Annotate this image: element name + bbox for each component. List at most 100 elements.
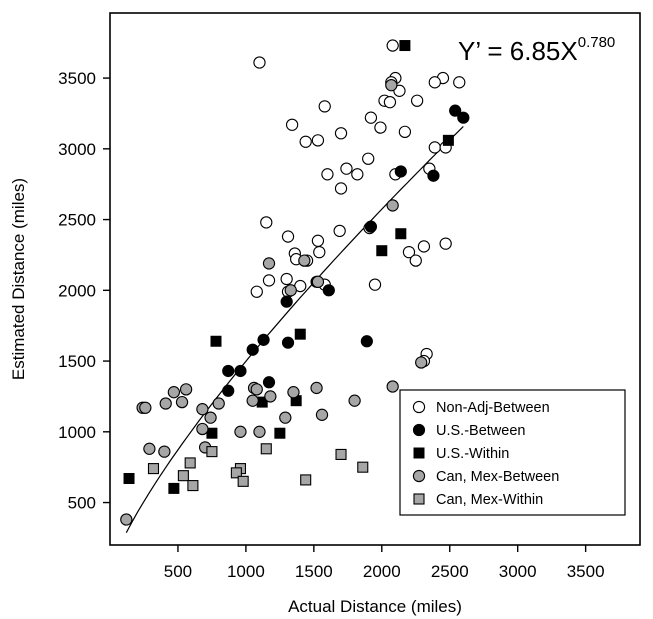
point-can-mex-within <box>300 474 312 486</box>
point-can-mex-between <box>246 394 259 407</box>
point-u-s-between <box>457 111 470 124</box>
y-tick-label: 1000 <box>58 423 96 442</box>
y-tick-label: 2500 <box>58 211 96 230</box>
data-points <box>120 39 470 526</box>
equation-annotation: Y’ = 6.85X0.780 <box>458 34 615 66</box>
point-u-s-between <box>262 376 276 389</box>
point-non-adj-between <box>368 278 382 291</box>
point-u-s-between <box>394 165 407 178</box>
legend-marker <box>413 447 425 459</box>
point-non-adj-between <box>428 141 441 154</box>
point-can-mex-between <box>143 442 156 455</box>
legend-marker <box>412 423 426 437</box>
y-tick-label: 3500 <box>58 69 96 88</box>
legend-box <box>399 389 626 516</box>
x-tick-label: 1500 <box>295 562 333 581</box>
power-fit-line <box>125 126 464 533</box>
point-can-mex-between <box>139 401 152 414</box>
point-can-mex-between <box>279 411 292 424</box>
point-can-mex-between <box>204 411 217 424</box>
point-u-s-between <box>246 343 259 356</box>
legend-label: U.S.-Within <box>436 446 509 462</box>
y-tick-label: 2000 <box>58 281 96 300</box>
point-non-adj-between <box>280 272 293 286</box>
point-u-s-between <box>360 335 373 348</box>
point-non-adj-between <box>311 134 325 147</box>
point-non-adj-between <box>362 152 375 165</box>
point-can-mex-between <box>120 513 133 526</box>
point-can-mex-between <box>212 397 225 410</box>
point-non-adj-between <box>383 95 397 109</box>
point-can-mex-between <box>158 445 171 458</box>
point-u-s-between <box>427 169 440 182</box>
point-can-mex-between <box>311 275 325 288</box>
y-tick-label: 500 <box>68 494 96 513</box>
point-u-s-between <box>281 336 295 349</box>
point-can-mex-within <box>230 467 242 479</box>
point-can-mex-between <box>284 284 297 297</box>
point-u-s-within <box>274 427 286 439</box>
point-non-adj-between <box>410 94 424 107</box>
point-u-s-within <box>168 482 180 494</box>
point-can-mex-between <box>310 381 323 395</box>
point-non-adj-between <box>299 135 312 148</box>
point-can-mex-between <box>415 356 428 369</box>
point-can-mex-between <box>348 394 361 407</box>
point-non-adj-between <box>260 216 273 229</box>
point-u-s-within <box>399 40 411 52</box>
point-u-s-between <box>222 364 235 378</box>
legend-marker <box>413 493 425 505</box>
point-non-adj-between <box>417 240 431 253</box>
point-u-s-between <box>449 104 462 117</box>
point-can-mex-between <box>385 79 398 92</box>
x-tick-label: 1000 <box>227 562 265 581</box>
point-can-mex-between <box>264 390 277 403</box>
point-non-adj-between <box>281 230 295 243</box>
point-can-mex-within <box>357 461 369 473</box>
point-can-mex-within <box>237 475 249 487</box>
x-tick-label: 3500 <box>567 562 605 581</box>
point-non-adj-between <box>340 162 353 175</box>
point-can-mex-within <box>147 463 160 475</box>
point-can-mex-between <box>287 386 300 399</box>
point-non-adj-between <box>386 39 399 52</box>
legend-label: U.S.-Between <box>436 423 525 439</box>
point-u-s-within <box>376 245 388 257</box>
point-non-adj-between <box>364 111 378 124</box>
point-non-adj-between <box>250 285 263 298</box>
point-can-mex-between <box>386 199 399 212</box>
point-non-adj-between <box>334 182 348 195</box>
x-axis-title: Actual Distance (miles) <box>288 597 462 616</box>
point-non-adj-between <box>402 245 416 259</box>
point-non-adj-between <box>409 254 422 267</box>
point-can-mex-within <box>184 457 196 469</box>
point-can-mex-within <box>187 480 199 492</box>
x-tick-label: 2000 <box>363 562 401 581</box>
point-non-adj-between <box>313 245 326 259</box>
point-can-mex-between <box>159 397 172 410</box>
point-non-adj-between <box>453 76 466 89</box>
y-axis-title: Estimated Distance (miles) <box>9 178 28 380</box>
point-u-s-between <box>322 284 335 297</box>
point-u-s-between <box>222 384 235 397</box>
point-u-s-between <box>257 333 270 346</box>
point-can-mex-between <box>167 386 181 399</box>
point-u-s-between <box>280 295 293 308</box>
legend: Non-Adj-Between U.S.-Between U.S.-Within Ca… <box>399 389 626 516</box>
point-u-s-within <box>395 228 407 240</box>
point-non-adj-between <box>321 168 334 181</box>
point-can-mex-between <box>386 380 399 393</box>
point-non-adj-between <box>262 274 276 287</box>
point-non-adj-between <box>311 234 325 247</box>
point-can-mex-within <box>206 446 218 458</box>
point-non-adj-between <box>318 100 331 113</box>
point-can-mex-between <box>315 408 329 421</box>
x-tick-label: 3000 <box>499 562 537 581</box>
point-non-adj-between <box>333 224 346 238</box>
plot-frame <box>109 12 641 546</box>
x-tick-label: 2500 <box>431 562 469 581</box>
legend-label: Non-Adj-Between <box>436 400 550 416</box>
point-can-mex-between <box>234 425 247 438</box>
point-u-s-within <box>123 473 135 484</box>
